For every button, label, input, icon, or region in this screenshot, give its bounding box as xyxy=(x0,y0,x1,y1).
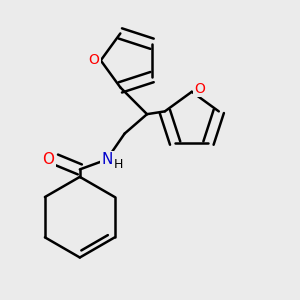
Text: N: N xyxy=(101,152,112,167)
Text: O: O xyxy=(89,53,100,68)
Text: H: H xyxy=(114,158,123,171)
Text: O: O xyxy=(43,152,55,167)
Text: O: O xyxy=(194,82,205,96)
